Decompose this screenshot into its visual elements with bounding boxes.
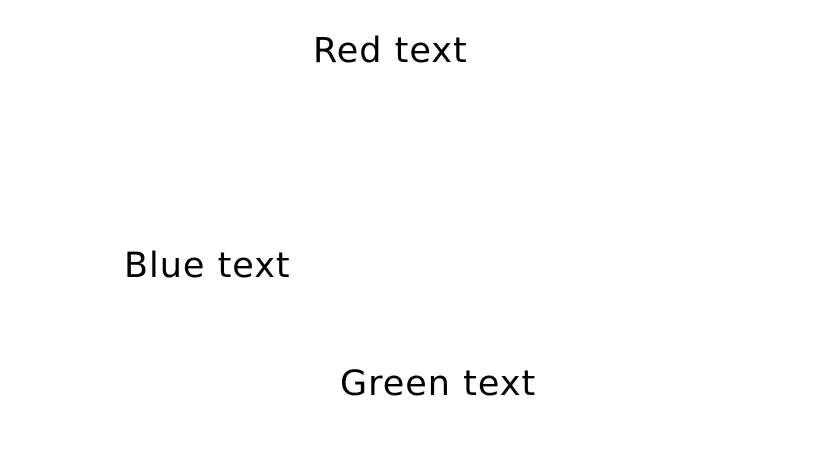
green-text-label: Green text [340,364,537,404]
red-text-label: Red text [313,31,468,71]
blue-text-label: Blue text [124,246,291,286]
